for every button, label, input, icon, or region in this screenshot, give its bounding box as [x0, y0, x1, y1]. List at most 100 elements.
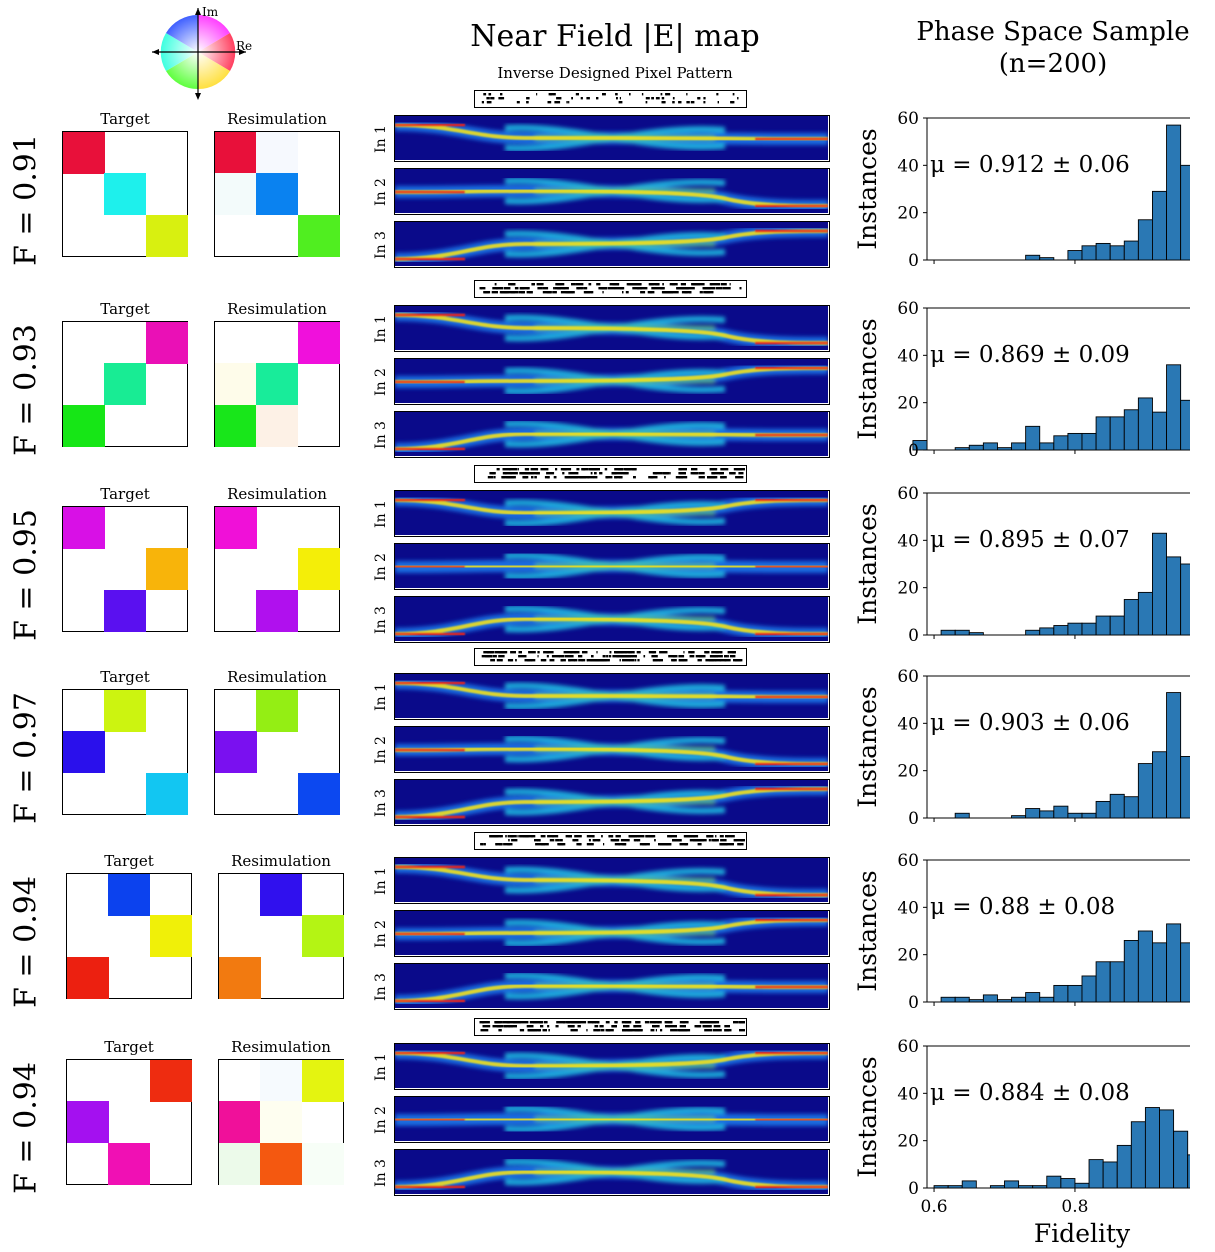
matrix-cell	[63, 404, 105, 447]
matrix-cell	[104, 690, 147, 732]
matrix-cell	[219, 956, 261, 999]
field-map	[394, 543, 830, 590]
figure-row: F = 0.93 Target Resimulation In 1 In 2 In 3 0 2…	[0, 280, 1215, 490]
y-tick-label: 40	[897, 1084, 919, 1104]
resim-matrix	[218, 1059, 344, 1185]
field-map	[394, 358, 830, 405]
matrix-cell	[219, 1142, 261, 1185]
input-label-text: In 3	[373, 973, 389, 1001]
near-field-subtitle: Inverse Designed Pixel Pattern	[497, 64, 733, 82]
histogram-bar	[1137, 591, 1153, 636]
histogram-bar	[1025, 992, 1041, 1003]
field-map	[394, 1149, 830, 1196]
histogram-bar	[1025, 425, 1041, 451]
y-tick-label: 40	[897, 898, 919, 918]
matrix-cell	[301, 915, 344, 958]
input-label-text: In 2	[373, 920, 389, 948]
matrix-cell	[301, 1060, 344, 1102]
y-tick-label: 60	[897, 110, 919, 129]
y-axis-label: Instances	[853, 686, 882, 807]
mean-fidelity-label: μ = 0.88 ± 0.08	[930, 894, 1115, 920]
y-tick-label: 0	[908, 441, 919, 461]
x-tick-label: 0.6	[921, 1197, 948, 1217]
matrix-cell	[297, 322, 340, 364]
input-label-text: In 2	[373, 553, 389, 581]
histogram-bar	[1144, 1107, 1160, 1189]
input-label: In 3	[371, 598, 391, 642]
figure-row: F = 0.94 Target Resimulation In 1 In 2 In 3 0 2…	[0, 832, 1215, 1042]
fidelity-label-text: F = 0.94	[8, 1062, 44, 1194]
histogram-bar	[1095, 242, 1111, 261]
histogram: 0 20 40 60 μ = 0.88 ± 0.08 Instances	[853, 852, 1190, 1013]
histogram: 0 20 40 60 μ = 0.903 ± 0.06 Instances	[853, 668, 1190, 829]
input-label-text: In 3	[373, 421, 389, 449]
histogram-bar	[1166, 556, 1182, 636]
histogram-bar	[997, 447, 1012, 451]
resim-matrix	[214, 506, 340, 632]
matrix-cell	[108, 874, 151, 916]
input-label-text: In 1	[373, 867, 389, 895]
input-label-text: In 1	[373, 125, 389, 153]
histogram-bar	[940, 629, 956, 636]
mean-fidelity-label: μ = 0.895 ± 0.07	[930, 527, 1130, 553]
histogram-bar	[947, 1185, 963, 1189]
matrix-cell	[215, 363, 257, 406]
input-label-text: In 3	[373, 1159, 389, 1187]
matrix-cell	[256, 132, 299, 174]
input-label: In 1	[371, 675, 391, 719]
y-tick-label: 20	[897, 204, 919, 224]
histogram-bar	[968, 632, 984, 636]
y-axis-label: Instances	[853, 318, 882, 439]
histogram-bar	[1067, 812, 1083, 819]
histogram-bar	[1081, 812, 1097, 819]
histogram-bar	[1095, 615, 1111, 636]
histogram-bar	[1109, 245, 1125, 261]
histogram-bar	[1166, 692, 1182, 819]
histogram-bar	[982, 442, 998, 451]
input-label: In 1	[371, 307, 391, 351]
field-map	[394, 168, 830, 215]
im-label: Im	[202, 5, 219, 19]
resim-matrix-title: Resimulation	[227, 300, 327, 318]
target-matrix	[66, 1059, 192, 1185]
histogram-bar	[1025, 629, 1041, 636]
resim-matrix-title: Resimulation	[227, 485, 327, 503]
matrix-cell	[63, 507, 105, 549]
matrix-cell	[67, 956, 109, 999]
y-tick-label: 60	[897, 1038, 919, 1057]
histogram-bar	[968, 999, 984, 1003]
histogram-bar	[1067, 250, 1083, 261]
histogram-bar	[1180, 756, 1190, 819]
fidelity-label: F = 0.91	[4, 100, 48, 300]
input-label-text: In 1	[373, 315, 389, 343]
fidelity-label: F = 0.97	[4, 658, 48, 858]
field-map	[394, 490, 830, 537]
histogram-bar	[954, 996, 970, 1003]
histogram-bar	[1081, 245, 1097, 261]
input-label: In 3	[371, 1151, 391, 1195]
histogram-bar	[1053, 625, 1069, 636]
matrix-cell	[67, 1101, 109, 1144]
histogram-bar	[1137, 763, 1153, 819]
input-label-text: In 3	[373, 789, 389, 817]
matrix-cell	[149, 1060, 192, 1102]
histogram-bar	[1067, 432, 1083, 451]
histogram-bar	[1130, 1121, 1146, 1189]
fidelity-label: F = 0.94	[4, 1028, 48, 1228]
histogram-bar	[1025, 254, 1041, 261]
matrix-cell	[260, 1101, 303, 1144]
input-label: In 3	[371, 965, 391, 1009]
histogram-bar	[1067, 984, 1083, 1003]
histogram-bar	[997, 999, 1012, 1003]
pixel-pattern	[474, 280, 747, 298]
y-axis-label: Instances	[853, 1056, 882, 1177]
histogram-bar	[1152, 751, 1167, 819]
input-label-text: In 1	[373, 683, 389, 711]
fidelity-label: F = 0.94	[4, 842, 48, 1042]
histogram-bar	[940, 996, 956, 1003]
y-tick-label: 40	[897, 346, 919, 366]
histogram-bar	[1109, 793, 1125, 819]
histogram-bar	[1088, 1159, 1104, 1189]
matrix-cell	[63, 132, 105, 174]
histogram-bar	[968, 444, 984, 451]
